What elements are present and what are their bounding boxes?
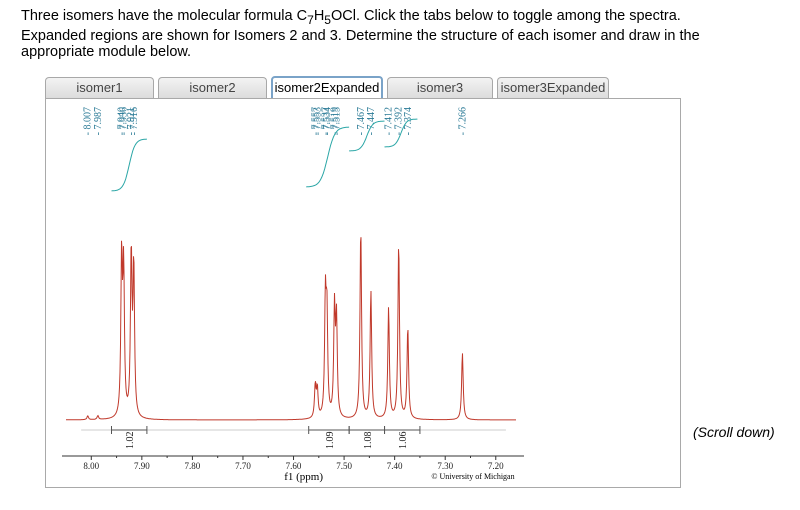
peak-label-text: - 7.467 <box>356 107 367 135</box>
peak-label: - 8.007 <box>83 107 94 135</box>
instructions: Three isomers have the molecular formula… <box>21 8 781 60</box>
x-tick-label: 7.60 <box>286 461 302 471</box>
peak-label: - 7.940 <box>117 107 128 135</box>
integral-curve <box>306 126 350 188</box>
integral-curve <box>111 138 147 192</box>
integral-curve <box>349 120 385 152</box>
spectrum-panel: - 8.007- 7.987 - 7.940- 7.936- 7.921- 7.9… <box>45 98 681 488</box>
integration-region: 1.02 <box>111 426 148 450</box>
peak-label-text: - 7.515 <box>332 107 343 135</box>
peak-label: - 7.553 <box>312 107 323 135</box>
credit-text: © University of Michigan <box>431 472 514 481</box>
instructions-line1: Three isomers have the molecular formula… <box>21 8 781 28</box>
peak-label-text: - 7.392 <box>394 107 405 135</box>
integration-value: 1.08 <box>363 432 374 450</box>
instructions-line2: Expanded regions are shown for Isomers 2… <box>21 27 700 44</box>
x-tick-label: 7.40 <box>387 461 403 471</box>
formula-hydrogen: H <box>313 8 325 24</box>
peak-label: - 7.537 <box>320 107 331 135</box>
integration-value: 1.02 <box>125 432 136 450</box>
tab-isomer3-expanded[interactable]: isomer3Expanded <box>497 77 609 98</box>
integration-region: 1.08 <box>348 426 386 450</box>
integration-value: 1.09 <box>325 432 336 450</box>
peak-label-text: - 7.936 <box>119 107 130 135</box>
peak-label: - 7.936 <box>119 107 130 135</box>
peak-label: - 7.412 <box>384 107 395 135</box>
peak-label-text: - 7.916 <box>129 107 140 135</box>
peak-label-text: - 7.519 <box>329 107 340 135</box>
peak-label-text: - 7.412 <box>384 107 395 135</box>
formula-prefix: Three isomers have the molecular formula… <box>21 8 308 24</box>
integral-curves <box>111 118 418 192</box>
spectrum-trace <box>66 237 516 421</box>
peak-label: - 7.557 <box>310 107 321 135</box>
x-tick-label: 7.50 <box>336 461 352 471</box>
tab-isomer3[interactable]: isomer3 <box>387 77 493 98</box>
x-tick-label: 8.00 <box>83 461 99 471</box>
peak-label: - 7.534 <box>322 107 333 135</box>
peak-label-text: - 8.007 <box>83 107 94 135</box>
peak-labels: - 8.007- 7.987 - 7.940- 7.936- 7.921- 7.9… <box>83 107 469 135</box>
peak-label: - 7.447 <box>366 107 377 135</box>
peak-label-text: - 7.987 <box>93 107 104 135</box>
x-tick-label: 7.30 <box>437 461 453 471</box>
peak-label: - 7.392 <box>394 107 405 135</box>
peak-label: - 7.987 <box>93 107 104 135</box>
x-tick-label: 7.80 <box>185 461 201 471</box>
peak-label-text: - 7.553 <box>312 107 323 135</box>
integration-region-group: 1.02 1.09 1.08 1.06 <box>81 426 506 449</box>
peak-label: - 7.519 <box>329 107 340 135</box>
peak-label-text: - 7.921 <box>126 107 137 135</box>
x-tick-label: 7.90 <box>134 461 150 471</box>
tab-isomer2[interactable]: isomer2 <box>158 77 267 98</box>
peak-label: - 7.916 <box>129 107 140 135</box>
peak-label-text: - 7.447 <box>366 107 377 135</box>
x-tick-label: 7.70 <box>235 461 251 471</box>
formula-sub-hydrogen: 5 <box>324 12 332 27</box>
nmr-spectrum-chart: - 8.007- 7.987 - 7.940- 7.936- 7.921- 7.9… <box>62 107 524 483</box>
integration-value: 1.06 <box>398 432 409 450</box>
peak-label-text: - 7.557 <box>310 107 321 135</box>
peak-label: - 7.266 <box>457 107 468 135</box>
scroll-hint: (Scroll down) <box>693 424 775 440</box>
instructions-line3: appropriate module below. <box>21 43 192 60</box>
x-axis-ticks: 8.00 7.90 7.80 7.70 7.60 7.50 7.40 7.30 7.20 <box>83 456 504 471</box>
peak-label-text: - 7.266 <box>457 107 468 135</box>
formula-suffix: OCl. Click the tabs below to toggle amon… <box>331 8 681 24</box>
tab-isomer2-expanded[interactable]: isomer2Expanded <box>271 76 383 100</box>
integral-curve <box>384 118 418 148</box>
peak-label-text: - 7.940 <box>117 107 128 135</box>
x-axis-label: f1 (ppm) <box>284 471 323 483</box>
integration-region: 1.06 <box>384 426 421 450</box>
peak-label: - 7.921 <box>126 107 137 135</box>
formula-sub-carbon: 7 <box>307 12 314 27</box>
peak-label: - 7.515 <box>332 107 343 135</box>
peak-label-text: - 7.534 <box>322 107 333 135</box>
peak-label: - 7.467 <box>356 107 367 135</box>
peak-label-text: - 7.537 <box>320 107 331 135</box>
x-tick-label: 7.20 <box>488 461 504 471</box>
integration-region: 1.09 <box>308 426 350 450</box>
tab-isomer1[interactable]: isomer1 <box>45 77 154 98</box>
